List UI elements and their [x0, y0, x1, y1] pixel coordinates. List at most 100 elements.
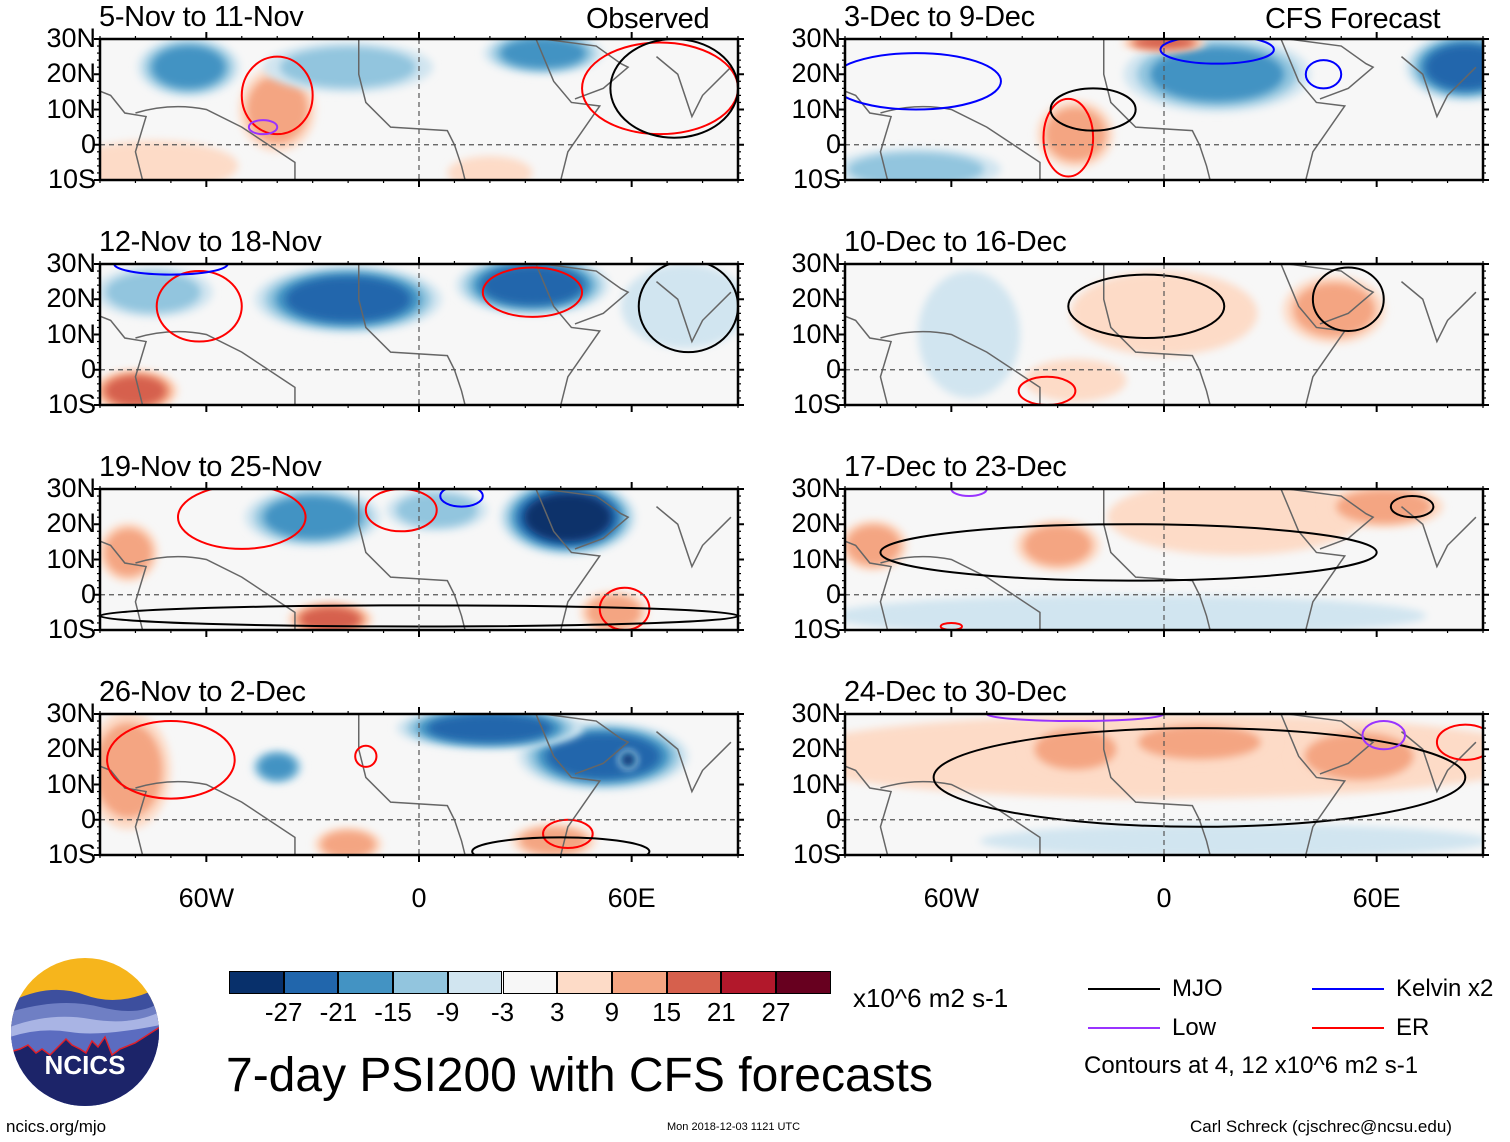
anomaly-shading [1336, 489, 1432, 524]
map-panel [94, 32, 744, 187]
contour-kelvin-x2 [113, 264, 229, 276]
colorbar-tick-label: -15 [374, 997, 412, 1027]
anomaly-shading [100, 140, 239, 180]
anomaly-shading [621, 264, 738, 349]
anomaly-shading [280, 46, 417, 88]
contour-mjo [1311, 266, 1385, 332]
y-tick-label: 10S [792, 389, 841, 419]
contour-er [542, 818, 594, 849]
anomaly-shading [246, 75, 308, 144]
legend-label: MJO [1172, 975, 1223, 1002]
panel-title: 10-Dec to 16-Dec [844, 226, 1067, 258]
panel-title: 5-Nov to 11-Nov [99, 1, 304, 33]
x-tick-label: 60E [607, 883, 656, 913]
svg-text:NCICS: NCICS [45, 1050, 126, 1080]
y-tick-label: 10S [792, 614, 841, 644]
y-tick-label: 10S [47, 389, 96, 419]
x-tick-label: 60W [923, 883, 980, 913]
colorbar-swatch [229, 971, 284, 994]
contour-er [364, 489, 438, 533]
anomaly-shading [427, 714, 553, 743]
anomaly-shading [845, 594, 1427, 630]
anomaly-shading [1044, 107, 1107, 162]
legend-line-mjo [1088, 988, 1160, 990]
y-tick-label: 30N [46, 698, 96, 728]
map-panel [94, 707, 744, 862]
x-tick-label: 60W [178, 883, 235, 913]
colorbar-swatch [283, 971, 339, 994]
contour-er [1017, 375, 1077, 405]
anomaly-shading [1107, 489, 1363, 556]
colorbar-tick-label: 21 [706, 997, 736, 1027]
cfs-forecast-label: CFS Forecast [1265, 3, 1441, 35]
anomaly-shading [447, 156, 533, 180]
y-tick-label: 0 [825, 128, 841, 159]
y-tick-label: 30N [791, 248, 841, 278]
anomaly-shading [846, 525, 901, 566]
coastline [845, 264, 1477, 405]
y-tick-label: 30N [791, 23, 841, 53]
coastline [845, 39, 1477, 180]
y-tick-label: 20N [46, 283, 96, 314]
y-tick-label: 30N [46, 473, 96, 503]
author-credit: Carl Schreck (cjschrec@ncsu.edu) [1190, 1117, 1452, 1136]
y-tick-label: 30N [791, 473, 841, 503]
source-url[interactable]: ncics.org/mjo [6, 1117, 107, 1136]
coastline [100, 489, 732, 630]
contour-mjo [1389, 495, 1435, 519]
y-tick-label: 10N [46, 93, 96, 124]
contour-er [481, 266, 584, 318]
y-tick-label: 20N [46, 733, 96, 764]
colorbar-swatch [721, 971, 776, 994]
contour-mjo [1067, 273, 1226, 340]
legend-label: Low [1172, 1014, 1217, 1041]
legend-label: Kelvin x2 [1396, 975, 1494, 1002]
y-tick-label: 20N [791, 283, 841, 314]
y-tick-label: 30N [46, 23, 96, 53]
colorbar-swatch [666, 971, 722, 994]
colorbar-swatch [502, 971, 558, 994]
colorbar-tick-label: -9 [436, 997, 460, 1027]
contour-low [247, 119, 279, 136]
ncics-logo[interactable]: NCICS [10, 957, 160, 1107]
map-panel [839, 707, 1489, 862]
coastline [845, 489, 1477, 630]
anomaly-shading [622, 754, 634, 766]
anomaly-shading [1304, 732, 1414, 780]
coastline [100, 264, 732, 405]
map-panel [94, 482, 744, 637]
colorbar-swatch [447, 971, 503, 994]
y-tick-label: 10S [792, 164, 841, 194]
anomaly-shading [105, 271, 201, 313]
anomaly-shading [104, 528, 153, 577]
anomaly-shading [1023, 525, 1092, 566]
x-tick-label: 60E [1352, 883, 1401, 913]
contour-er [155, 270, 243, 343]
y-tick-label: 10S [47, 164, 96, 194]
contour-mjo [879, 523, 1378, 582]
map-panel [839, 257, 1489, 412]
observed-label: Observed [586, 3, 710, 35]
legend-line-low [1088, 1027, 1160, 1029]
colorbar-tick-label: 9 [604, 997, 620, 1027]
legend-line-kelvin-x2 [1312, 988, 1384, 990]
contour-er [939, 621, 963, 630]
y-tick-label: 10S [792, 839, 841, 869]
anomaly-shading [152, 46, 226, 89]
contour-low [1361, 720, 1407, 751]
contour-kelvin-x2 [1159, 39, 1275, 65]
colorbar-tick-label: 3 [549, 997, 565, 1027]
timestamp: Mon 2018-12-03 1121 UTC [667, 1121, 801, 1133]
panel-title: 24-Dec to 30-Dec [844, 676, 1067, 708]
y-tick-label: 0 [825, 803, 841, 834]
y-tick-label: 10N [46, 543, 96, 574]
contour-mjo [637, 264, 738, 354]
y-tick-label: 20N [791, 58, 841, 89]
colorbar-tick-label: 27 [761, 997, 791, 1027]
y-tick-label: 0 [80, 353, 96, 384]
contour-kelvin-x2 [439, 489, 484, 508]
y-tick-label: 20N [791, 508, 841, 539]
panel-title: 26-Nov to 2-Dec [99, 676, 306, 708]
contour-mjo [471, 836, 651, 855]
colorbar-tick-label: -3 [490, 997, 515, 1027]
